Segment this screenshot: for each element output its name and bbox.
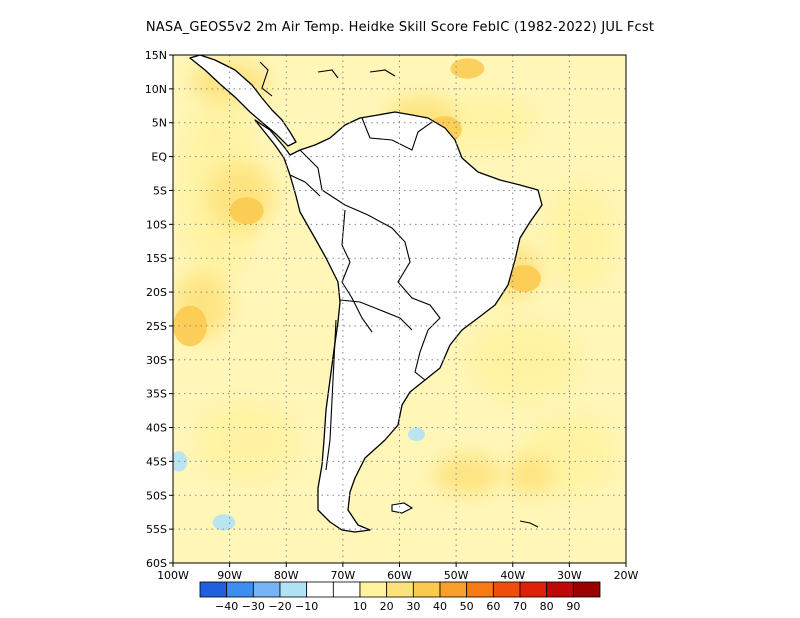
colorbar-label: 70	[513, 600, 527, 613]
colorbar-label: 90	[566, 600, 580, 613]
lat-tick-label: 50S	[146, 489, 167, 502]
colorbar-swatch	[572, 581, 601, 598]
colorbar-label: −40	[215, 600, 238, 613]
colorbar-swatch	[359, 581, 388, 598]
lat-tick-label: 25S	[146, 320, 167, 333]
colorbar-label: −20	[268, 600, 291, 613]
colorbar-label: 30	[406, 600, 420, 613]
lon-tick-label: 20W	[614, 569, 639, 582]
colorbar-swatch	[412, 581, 441, 598]
map-title: NASA_GEOS5v2 2m Air Temp. Heidke Skill S…	[145, 20, 655, 35]
south-america-landmass	[254, 111, 543, 533]
colorbar-label: 50	[460, 600, 474, 613]
colorbar-swatch	[332, 581, 361, 598]
lon-tick-label: 90W	[217, 569, 242, 582]
colorbar-swatch	[226, 581, 254, 598]
skill-region-pos-1	[467, 319, 581, 401]
colorbar-swatch	[252, 581, 281, 598]
colorbar-label: 10	[353, 600, 367, 613]
colorbar-swatch	[279, 581, 308, 598]
lat-lon-gridlines	[173, 55, 626, 563]
lat-tick-label: 15N	[145, 49, 167, 62]
colorbar-swatch	[492, 581, 521, 598]
lat-tick-label: 10S	[146, 218, 167, 231]
skill-region-neg-19	[407, 427, 425, 442]
skill-region-pos-17	[450, 58, 485, 79]
colorbar-label: 80	[540, 600, 554, 613]
lat-tick-label: 5N	[152, 117, 167, 130]
lat-tick-label: 30S	[146, 354, 167, 367]
skill-region-pos-11	[433, 454, 502, 496]
lon-tick-label: 100W	[157, 569, 189, 582]
lat-tick-label: 5S	[153, 184, 167, 197]
central-america-landmass	[189, 55, 297, 147]
skill-region-pos-12	[507, 454, 553, 496]
skill-region-neg-21	[212, 514, 236, 531]
lat-tick-label: 20S	[146, 286, 167, 299]
lat-tick-label: 40S	[146, 422, 167, 435]
lat-tick-label: 55S	[146, 523, 167, 536]
lat-tick-label: EQ	[151, 151, 167, 164]
lon-tick-label: 70W	[330, 569, 355, 582]
lon-tick-label: 30W	[557, 569, 582, 582]
skill-region-pos-4	[546, 183, 615, 293]
country-borders	[289, 117, 441, 471]
caribbean-coast-outline	[259, 61, 396, 97]
lat-tick-label: 35S	[146, 388, 167, 401]
lat-tick-label: 45S	[146, 455, 167, 468]
colorbar-swatch	[546, 581, 574, 598]
colorbar-swatch	[306, 581, 334, 598]
south-georgia-island	[519, 520, 539, 528]
lon-tick-label: 50W	[444, 569, 469, 582]
skill-region-pos-0	[195, 400, 298, 482]
lat-tick-label: 15S	[146, 252, 167, 265]
axis-ticks: 100W 90W 80W 70W 60W 50W 40W 30W 20W 15N 10N 5N EQ 5S…	[145, 49, 639, 582]
lat-tick-label: 60S	[146, 557, 167, 570]
colorbar-swatch	[439, 581, 468, 598]
colorbar: −40 −30 −20 −10 10 20 30 40 50 60 70 80 90	[199, 581, 601, 613]
colorbar-label: 40	[433, 600, 447, 613]
colorbar-swatch	[386, 581, 414, 598]
skill-region-neg-20	[173, 451, 188, 472]
colorbar-label: 20	[380, 600, 394, 613]
lon-tick-label: 60W	[387, 569, 412, 582]
colorbar-swatch	[519, 581, 548, 598]
colorbar-label: 60	[486, 600, 500, 613]
colorbar-label: −30	[242, 600, 265, 613]
colorbar-swatch	[466, 581, 494, 598]
falkland-islands	[391, 502, 414, 514]
lon-tick-label: 40W	[500, 569, 525, 582]
colorbar-swatch	[199, 581, 228, 598]
lon-tick-label: 80W	[274, 569, 299, 582]
skill-region-pos-18	[507, 264, 542, 293]
colorbar-label: −10	[295, 600, 318, 613]
lat-tick-label: 10N	[145, 83, 167, 96]
skill-region-pos-15	[229, 197, 264, 225]
